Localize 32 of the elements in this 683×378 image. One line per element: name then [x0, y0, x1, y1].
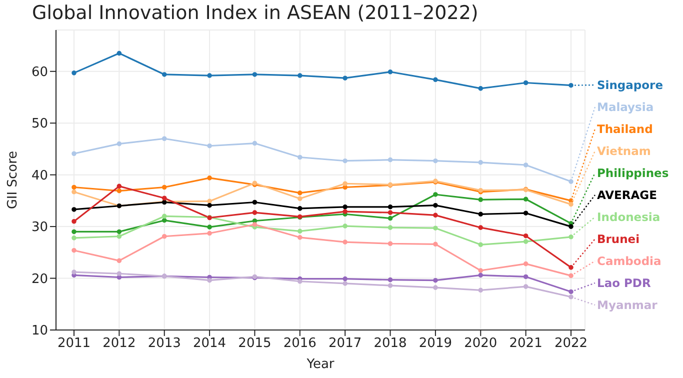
x-tick-label: 2013: [148, 336, 181, 352]
text: Vietnam: [597, 144, 651, 158]
y-tick-label: 30: [31, 220, 48, 236]
y-tick-label: 20: [31, 272, 48, 287]
text: Philippines: [597, 166, 669, 180]
x-tick-label: 2020: [464, 336, 498, 352]
chart-title: Global Innovation Index in ASEAN (2011–2022): [32, 2, 478, 24]
x-tick-label: 2016: [283, 336, 316, 352]
legend-label: Cambodia: [597, 254, 662, 268]
y-tick-label: 60: [31, 64, 48, 80]
text: Brunei: [597, 232, 640, 246]
text: Malaysia: [597, 100, 654, 114]
x-tick-label: 2019: [418, 336, 452, 352]
x-tick-label: 2015: [238, 336, 272, 352]
x-tick-label: 2022: [554, 336, 588, 352]
y-tick-label: 50: [31, 116, 48, 132]
y-axis-title: GII Score: [6, 150, 21, 210]
x-tick-label: 2012: [102, 336, 136, 352]
y-tick-label: 40: [31, 168, 48, 184]
text: Indonesia: [597, 210, 660, 224]
x-tick-label: 2011: [57, 336, 91, 352]
x-axis-title: Year: [306, 357, 335, 372]
x-tick-label: 2017: [328, 336, 362, 352]
legend-label: Lao PDR: [597, 276, 651, 290]
x-tick-label: 2018: [374, 336, 407, 352]
legend-label: Singapore: [597, 78, 664, 92]
text: AVERAGE: [597, 188, 658, 202]
y-tick-label: 10: [31, 324, 48, 339]
x-tick-label: 2014: [193, 336, 226, 352]
legend-label: Myanmar: [597, 298, 658, 312]
x-tick-label: 2021: [509, 336, 542, 352]
text: Thailand: [597, 122, 653, 136]
